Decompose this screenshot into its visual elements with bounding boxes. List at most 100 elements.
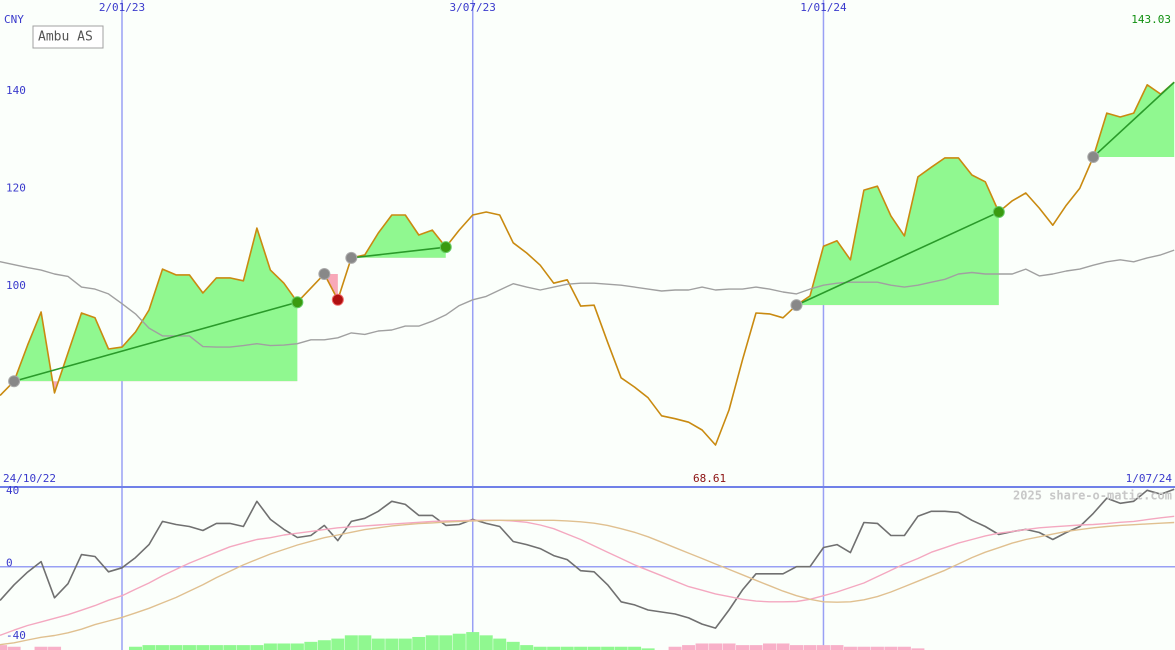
histogram-bar	[533, 646, 547, 650]
y-axis-label: CNY	[4, 13, 24, 26]
histogram-bar	[722, 643, 736, 650]
x-tick-label: 2/01/23	[99, 1, 145, 14]
exit-marker	[331, 293, 344, 306]
histogram-bar	[344, 635, 358, 650]
histogram-bar	[196, 645, 210, 650]
histogram-bar	[763, 643, 777, 650]
exit-marker	[291, 296, 304, 309]
histogram-bar	[587, 646, 601, 650]
histogram-bar	[547, 646, 561, 650]
histogram-bar	[736, 645, 750, 650]
histogram-bar	[304, 641, 318, 650]
histogram-bar	[385, 638, 399, 650]
histogram-bar	[290, 643, 304, 650]
x-tick-label: 1/01/24	[800, 1, 847, 14]
histogram-bar	[250, 645, 264, 650]
histogram-bar	[236, 645, 250, 650]
y-tick-label: 100	[6, 279, 26, 292]
trend-line	[351, 246, 446, 259]
x-tick-label: 24/10/22	[3, 472, 56, 485]
histogram-bar	[398, 638, 412, 650]
histogram-bar	[816, 645, 830, 650]
histogram-bar	[789, 645, 803, 650]
histogram-bar	[803, 645, 817, 650]
trend-line	[796, 211, 1000, 306]
histogram-bar	[682, 645, 696, 650]
average-line	[0, 249, 1175, 348]
histogram-bar	[520, 645, 534, 650]
fill-layer	[0, 82, 1175, 650]
y-tick-label: 140	[6, 84, 26, 97]
entry-marker	[8, 375, 21, 388]
histogram-bar	[0, 645, 8, 650]
signal-fill	[796, 157, 999, 306]
histogram-bar	[601, 646, 615, 650]
histogram-bar	[897, 646, 911, 650]
histogram-bar	[776, 643, 790, 650]
x-tick-label: 3/07/23	[450, 1, 496, 14]
histogram-bar	[641, 648, 655, 650]
histogram-bar	[493, 638, 507, 650]
y-tick-label: 0	[6, 557, 13, 570]
histogram-bar	[412, 636, 426, 650]
histogram-bar	[128, 646, 142, 650]
last-price-label: 143.03	[1131, 13, 1171, 26]
signal-fill	[14, 228, 298, 382]
y-tick-label: 120	[6, 181, 26, 194]
histogram-bar	[911, 648, 925, 650]
histogram-bar	[155, 645, 169, 650]
histogram-bar	[695, 643, 709, 650]
histogram-bar	[843, 646, 857, 650]
low-price-label: 68.61	[693, 472, 726, 485]
entry-marker	[1087, 150, 1100, 163]
histogram-bar	[317, 640, 331, 650]
histogram-bar	[884, 646, 898, 650]
exit-marker	[992, 206, 1005, 219]
legend-label: Ambu AS	[38, 30, 93, 45]
trend-line	[1092, 81, 1175, 158]
y-tick-label: 40	[6, 484, 19, 497]
histogram-bar	[749, 645, 763, 650]
legend-box	[32, 25, 104, 49]
trend-line	[13, 301, 298, 382]
x-tick-label: 1/07/24	[1126, 472, 1173, 485]
histogram-bar	[506, 641, 520, 650]
y-tick-label: -40	[6, 629, 26, 642]
indicator-line	[0, 519, 1175, 646]
histogram-bar	[452, 633, 466, 650]
histogram-bar	[142, 645, 156, 650]
histogram-bar	[358, 635, 372, 650]
histogram-bar	[223, 645, 237, 650]
indicator-line	[0, 488, 1175, 629]
exit-marker	[439, 241, 452, 254]
watermark: 2025 share-o-matic.com	[1013, 489, 1172, 503]
histogram-bar	[209, 645, 223, 650]
histogram-bar	[331, 638, 345, 650]
histogram-bar	[479, 635, 493, 650]
entry-marker	[345, 251, 358, 264]
histogram-bar	[560, 646, 574, 650]
histogram-bar	[425, 635, 439, 650]
histogram-bar	[48, 646, 62, 650]
indicator-line	[0, 515, 1175, 636]
histogram-bar	[439, 635, 453, 650]
line-layer	[0, 81, 1175, 646]
histogram-bar	[182, 645, 196, 650]
histogram-bar	[34, 646, 48, 650]
histogram-bar	[466, 632, 480, 650]
histogram-bar	[7, 646, 21, 650]
histogram-bar	[628, 646, 642, 650]
entry-marker	[790, 299, 803, 312]
histogram-bar	[277, 643, 291, 650]
histogram-bar	[263, 643, 277, 650]
histogram-bar	[668, 646, 682, 650]
entry-marker	[318, 267, 331, 280]
histogram-bar	[709, 643, 723, 650]
histogram-bar	[371, 638, 385, 650]
signal-fill	[351, 214, 446, 258]
histogram-bar	[169, 645, 183, 650]
